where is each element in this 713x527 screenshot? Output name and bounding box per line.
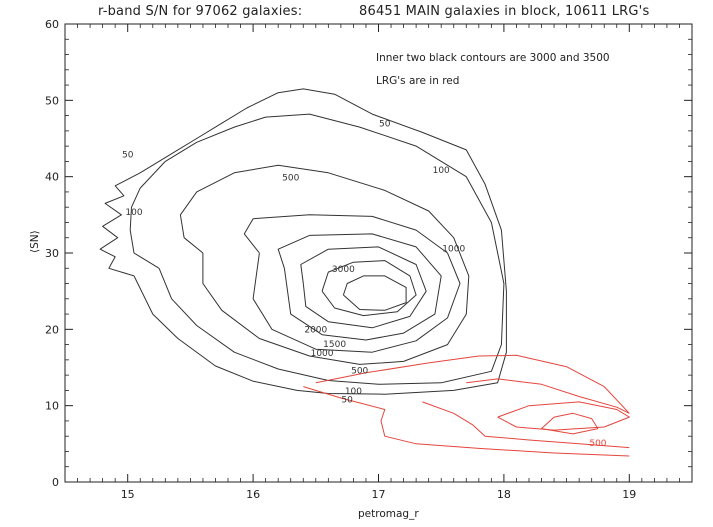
y-tick-label: 60: [45, 18, 59, 31]
y-axis-label: ⟨SN⟩: [29, 230, 41, 253]
x-axis-label: petromag_r: [358, 508, 419, 520]
lrg-contour-2000: [541, 412, 599, 435]
axes: 15 16 17 18 19 0 10 20 30 40 50 60: [45, 18, 693, 501]
y-tick-label: 10: [45, 400, 59, 413]
x-tick-label: 16: [246, 488, 260, 501]
contour-label: 1000: [311, 349, 334, 359]
contour-label: 3000: [332, 265, 355, 275]
contour-label: 100: [345, 387, 362, 397]
main-contour-1000: [243, 214, 461, 353]
lrg-contour-500: [466, 378, 630, 414]
x-tick-label: 19: [622, 488, 636, 501]
x-tick-label: 17: [372, 488, 386, 501]
x-tick-label: 15: [121, 488, 135, 501]
x-tick-label: 18: [497, 488, 511, 501]
annotation-contours: Inner two black contours are 3000 and 35…: [376, 52, 610, 64]
contour-label: 50: [122, 151, 134, 161]
contour-label: 100: [125, 208, 142, 218]
plot-frame: [64, 23, 693, 483]
main-contour-100: [129, 113, 505, 385]
contour-label: 1500: [323, 340, 346, 350]
contour-label: 2000: [304, 325, 327, 335]
main-contour-50: [99, 88, 507, 395]
chart-title-right: 86451 MAIN galaxies in block, 10611 LRG'…: [359, 4, 649, 19]
contour-label: 50: [341, 396, 353, 406]
main-contour-500: [179, 164, 470, 365]
contour-label: 1000: [442, 244, 465, 254]
lrg-contour-10: [303, 386, 630, 457]
contour-labels: 5050100100500100030002000150010005001005…: [122, 119, 607, 449]
lrg-contour-50: [315, 354, 630, 414]
contour-label: 50: [379, 119, 391, 129]
contour-label: 500: [282, 173, 299, 183]
main-contour-1500: [277, 233, 442, 341]
chart-title-left: r-band S/N for 97062 galaxies:: [98, 4, 302, 19]
y-tick-label: 0: [52, 476, 59, 489]
y-tick-label: 50: [45, 94, 59, 107]
y-tick-label: 30: [45, 247, 59, 260]
contour-label: 500: [589, 439, 606, 449]
chart-text: r-band S/N for 97062 galaxies: 86451 MAI…: [29, 4, 649, 520]
contour-label: 500: [351, 367, 368, 377]
main-contour-3000: [321, 260, 417, 317]
lrg-contour-1000: [497, 401, 630, 431]
main-galaxy-contours: [99, 88, 507, 395]
main-contour-3500: [342, 275, 407, 311]
y-tick-label: 40: [45, 171, 59, 184]
lrg-contour-100: [422, 401, 630, 449]
annotation-lrg: LRG's are in red: [376, 75, 459, 87]
y-tick-label: 20: [45, 323, 59, 336]
contour-label: 100: [433, 166, 450, 176]
main-contour-2000: [300, 246, 427, 329]
lrg-contours: [303, 354, 630, 457]
